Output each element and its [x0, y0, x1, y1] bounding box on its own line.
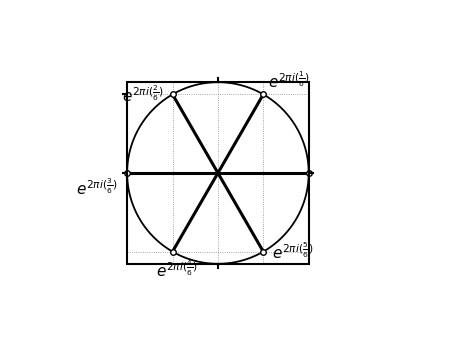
Text: $e^{2\pi i(\frac{2}{6})}$: $e^{2\pi i(\frac{2}{6})}$ — [122, 84, 163, 105]
Text: $e^{2\pi i(\frac{1}{6})}$: $e^{2\pi i(\frac{1}{6})}$ — [268, 70, 310, 91]
Text: $e^{2\pi i(\frac{4}{6})}$: $e^{2\pi i(\frac{4}{6})}$ — [156, 259, 198, 280]
Text: $e^{2\pi i(\frac{3}{6})}$: $e^{2\pi i(\frac{3}{6})}$ — [76, 176, 118, 198]
Text: $e^{2\pi i(\frac{5}{6})}$: $e^{2\pi i(\frac{5}{6})}$ — [272, 241, 314, 262]
Bar — [127, 82, 309, 264]
